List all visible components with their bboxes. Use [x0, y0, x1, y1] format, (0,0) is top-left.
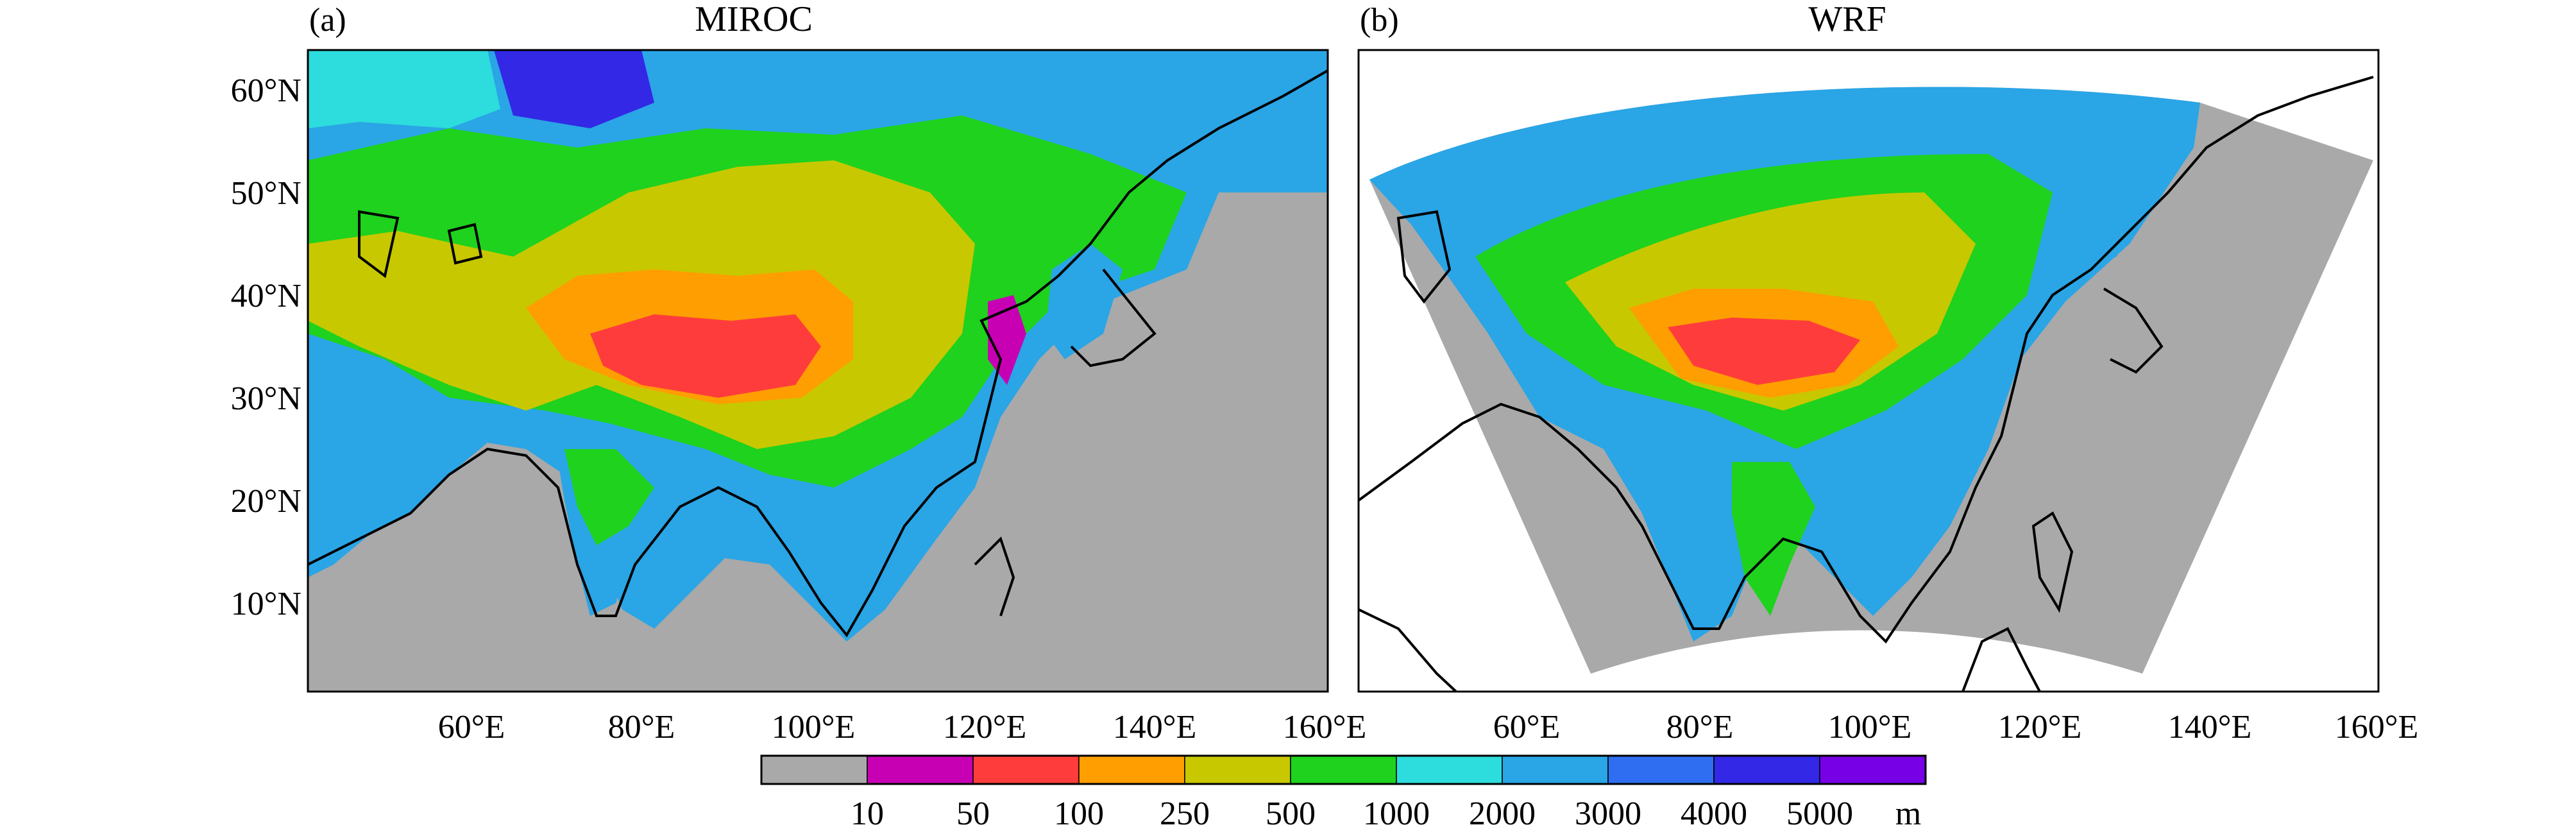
lon-tick: 160°E	[1283, 709, 1367, 745]
lon-tick: 80°E	[1666, 709, 1734, 745]
colorbar-swatch	[1078, 755, 1185, 785]
lon-tick: 100°E	[772, 709, 856, 745]
colorbar-label: 10	[851, 796, 884, 832]
colorbar-swatch	[1396, 755, 1503, 785]
lat-tick: 20°N	[231, 483, 301, 520]
colorbar-swatch	[1607, 755, 1715, 785]
colorbar-label: 4000	[1681, 796, 1747, 832]
lon-tick: 60°E	[1493, 709, 1561, 745]
lon-tick: 120°E	[1998, 709, 2082, 745]
colorbar-label: 100	[1054, 796, 1104, 832]
panel-a-lat-axis: 60°N 50°N 40°N 30°N 20°N 10°N	[231, 72, 301, 622]
colorbar-swatch	[972, 755, 1080, 785]
lat-tick: 60°N	[231, 72, 301, 109]
colorbar-swatch	[1502, 755, 1609, 785]
lon-tick: 80°E	[608, 709, 675, 745]
lat-tick: 50°N	[231, 175, 301, 212]
panel-a-lon-axis: 60°E 80°E 100°E 120°E 140°E 160°E	[438, 709, 1367, 745]
colorbar-swatch	[1184, 755, 1291, 785]
colorbar-swatch	[1713, 755, 1820, 785]
lon-tick: 60°E	[438, 709, 505, 745]
colorbar-label: 250	[1160, 796, 1210, 832]
colorbar-swatch	[867, 755, 974, 785]
panel-b-map	[1359, 50, 2378, 692]
colorbar-swatch	[761, 755, 868, 785]
colorbar-label: 50	[956, 796, 990, 832]
colorbar-swatch	[1819, 755, 1926, 785]
panel-a-letter: (a)	[309, 2, 346, 38]
lon-tick: 140°E	[2168, 709, 2252, 745]
lat-tick: 10°N	[231, 586, 301, 622]
panel-a-title: MIROC	[695, 0, 813, 39]
colorbar-label: 500	[1266, 796, 1316, 832]
lon-tick: 100°E	[1828, 709, 1912, 745]
panel-a-map	[308, 50, 1328, 692]
colorbar-label: 2000	[1469, 796, 1536, 832]
lat-tick: 40°N	[231, 278, 301, 314]
lon-tick: 160°E	[2335, 709, 2419, 745]
colorbar-swatch	[1290, 755, 1397, 785]
panel-b-lon-axis: 60°E 80°E 100°E 120°E 140°E 160°E	[1493, 709, 2419, 745]
colorbar-frame	[760, 754, 1927, 785]
colorbar-unit: m	[1895, 796, 1921, 832]
panel-b-title: WRF	[1808, 0, 1886, 39]
colorbar-label: 1000	[1363, 796, 1430, 832]
panel-a: (a) MIROC	[231, 0, 1367, 745]
colorbar-swatches	[761, 755, 1926, 785]
lat-tick: 30°N	[231, 380, 301, 417]
colorbar-label: 3000	[1575, 796, 1641, 832]
lon-tick: 120°E	[943, 709, 1027, 745]
lon-tick: 140°E	[1113, 709, 1197, 745]
panel-b: (b) WRF 60°E 80°E 100°E	[1357, 0, 2419, 745]
colorbar: 10 50 100 250 500 1000 2000 3000 4000 5000 m	[760, 754, 1927, 832]
colorbar-labels: 10 50 100 250 500 1000 2000 3000 4000 5000	[851, 796, 1853, 832]
colorbar-label: 5000	[1786, 796, 1853, 832]
panel-b-letter: (b)	[1360, 2, 1399, 38]
